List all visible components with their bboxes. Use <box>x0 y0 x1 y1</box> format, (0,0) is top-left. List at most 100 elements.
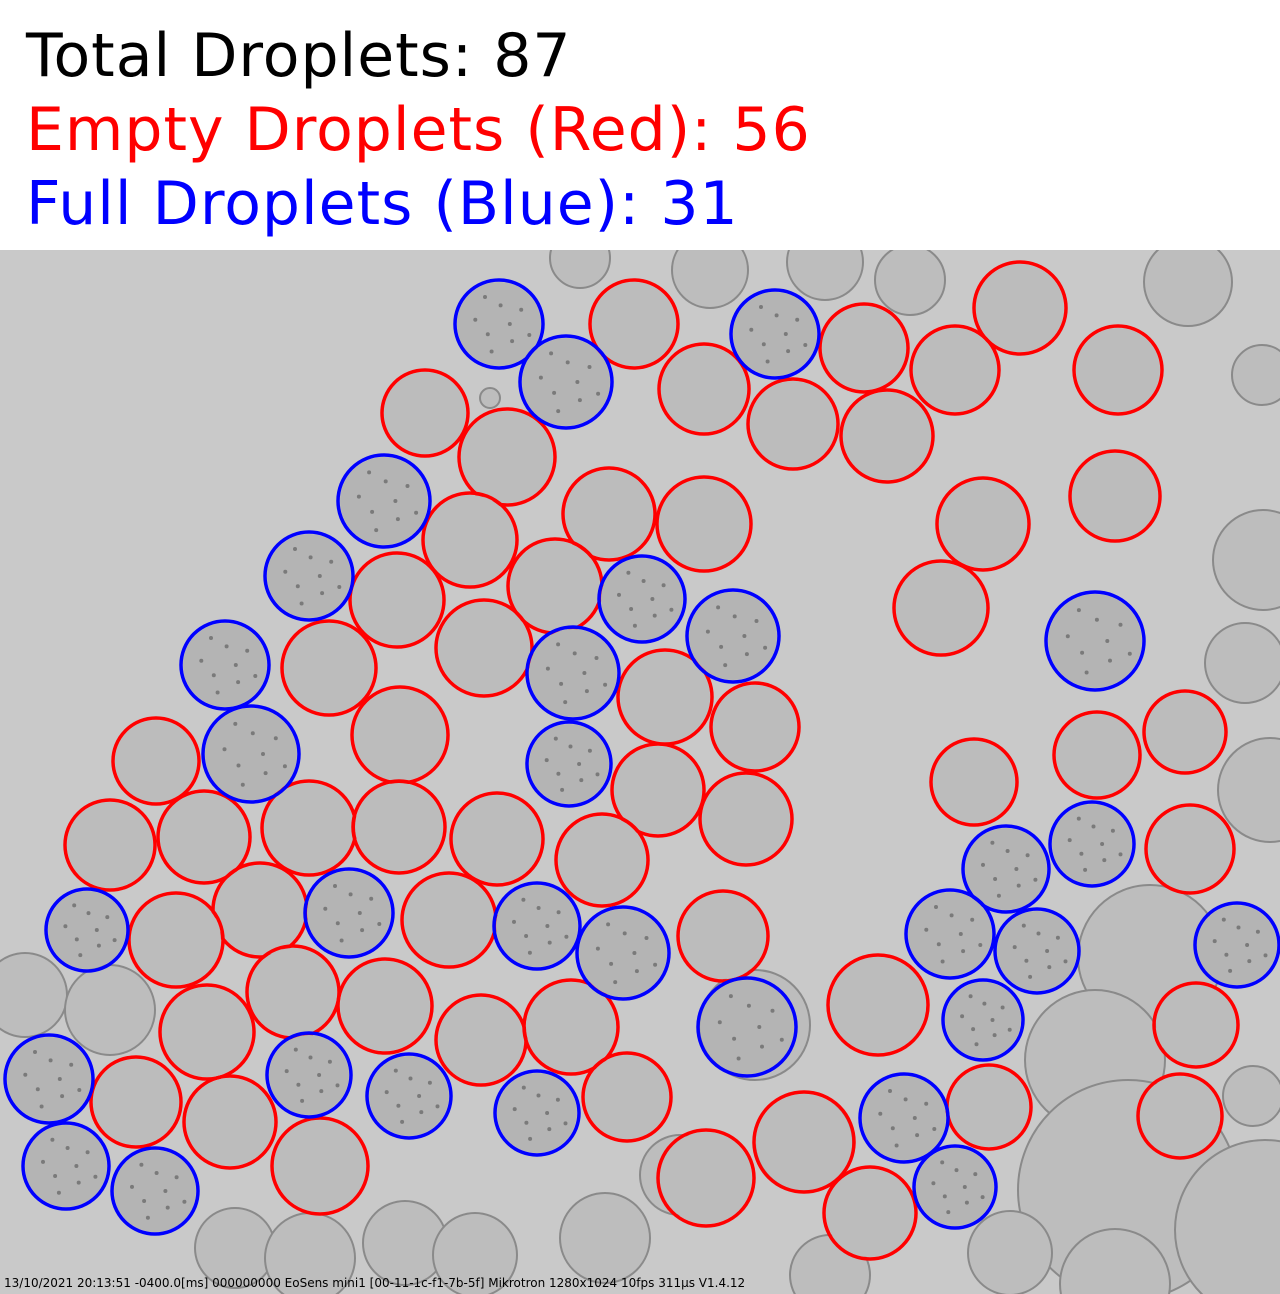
cell-speckle <box>261 752 265 756</box>
cell-speckle <box>320 591 325 596</box>
empty-droplet-marker <box>581 1051 673 1143</box>
full-droplet-marker <box>1048 800 1136 888</box>
cell-speckle <box>1084 670 1089 675</box>
cell-speckle <box>609 961 614 966</box>
empty-droplet-marker <box>554 812 650 908</box>
cell-speckle <box>980 1195 985 1200</box>
cell-speckle <box>936 942 941 947</box>
cell-speckle <box>577 762 582 766</box>
cell-speckle <box>370 509 375 514</box>
cell-speckle <box>396 1103 401 1108</box>
full-droplet-body <box>733 292 817 376</box>
empty-droplet-body <box>526 982 616 1072</box>
empty-droplet-marker <box>818 302 910 394</box>
cell-speckle <box>512 1107 517 1112</box>
cell-speckle <box>1255 929 1260 934</box>
cell-speckle <box>746 1003 751 1008</box>
cell-speckle <box>435 1104 440 1109</box>
cell-speckle <box>1055 935 1060 940</box>
cell-speckle <box>723 663 728 668</box>
cell-speckle <box>622 931 627 936</box>
cell-speckle <box>770 1008 775 1013</box>
cell-speckle <box>594 656 599 660</box>
cell-speckle <box>584 689 589 694</box>
full-droplet-marker <box>961 824 1051 914</box>
cell-speckle <box>993 877 998 881</box>
full-droplet-body <box>529 629 617 717</box>
cell-speckle <box>139 1162 144 1167</box>
cell-speckle <box>996 893 1001 898</box>
empty-droplet-body <box>843 392 931 480</box>
full-droplet-body <box>307 871 391 955</box>
cell-speckle <box>374 528 379 533</box>
full-droplet-body <box>601 558 683 640</box>
cell-speckle <box>1067 838 1072 843</box>
cell-speckle <box>759 305 763 309</box>
cell-speckle <box>236 763 241 768</box>
cell-speckle <box>57 1077 62 1081</box>
empty-droplet-body <box>620 652 710 742</box>
cell-speckle <box>317 1073 322 1077</box>
total-droplets-label: Total Droplets: 87 <box>26 21 572 91</box>
cell-speckle <box>1036 931 1041 936</box>
cell-speckle <box>1024 958 1029 963</box>
cell-speckle <box>973 1172 978 1177</box>
cell-speckle <box>617 592 621 597</box>
cell-speckle <box>1105 639 1110 643</box>
cell-speckle <box>327 1059 332 1064</box>
cell-speckle <box>634 969 639 974</box>
cell-speckle <box>224 644 229 649</box>
empty-droplet-marker <box>1142 689 1228 775</box>
cell-speckle <box>60 1094 65 1099</box>
cell-speckle <box>1012 945 1017 950</box>
cell-speckle <box>1028 974 1033 979</box>
empty-droplet-marker <box>1136 1072 1224 1160</box>
cell-speckle <box>74 1164 79 1168</box>
full-droplet-marker <box>263 530 355 622</box>
full-droplet-body <box>522 338 610 426</box>
full-droplet-marker <box>492 881 582 971</box>
cell-speckle <box>565 360 570 365</box>
cell-speckle <box>1076 608 1081 613</box>
full-droplet-marker <box>201 704 301 804</box>
cell-speckle <box>145 1215 150 1220</box>
cell-speckle <box>33 1050 37 1054</box>
cell-speckle <box>577 398 582 403</box>
background-droplet <box>479 387 501 409</box>
empty-droplet-body <box>614 746 702 834</box>
cell-speckle <box>524 1120 529 1125</box>
cell-speckle <box>527 333 532 337</box>
cell-speckle <box>1076 816 1081 821</box>
cell-speckle <box>74 937 79 942</box>
cell-speckle <box>888 1089 892 1093</box>
cell-speckle <box>245 648 250 653</box>
cell-speckle <box>970 917 975 922</box>
empty-droplet-body <box>756 1094 852 1190</box>
empty-droplet-marker <box>522 978 620 1076</box>
empty-droplet-body <box>592 282 676 366</box>
cell-speckle <box>93 1174 98 1179</box>
cell-speckle <box>587 748 592 753</box>
cell-speckle <box>547 1127 552 1132</box>
cell-speckle <box>924 1101 929 1106</box>
empty-droplet-body <box>1156 985 1236 1065</box>
empty-droplet-body <box>933 741 1015 823</box>
cell-speckle <box>626 570 631 575</box>
cell-speckle <box>564 934 569 939</box>
background-droplet <box>1204 622 1280 704</box>
cell-speckle <box>763 645 768 650</box>
empty-droplet-marker <box>909 324 1001 416</box>
cell-speckle <box>960 1014 965 1019</box>
cell-speckle <box>544 758 549 763</box>
cell-speckle <box>174 1175 179 1180</box>
empty-droplet-marker <box>336 957 434 1055</box>
cell-speckle <box>53 1174 58 1178</box>
cell-speckle <box>978 943 983 947</box>
cell-speckle <box>112 938 117 943</box>
full-droplet-body <box>916 1148 994 1226</box>
cell-speckle <box>408 1076 413 1081</box>
empty-droplet-marker <box>656 1128 756 1228</box>
cell-speckle <box>575 380 580 384</box>
cell-speckle <box>559 681 564 686</box>
cell-speckle <box>250 731 255 736</box>
